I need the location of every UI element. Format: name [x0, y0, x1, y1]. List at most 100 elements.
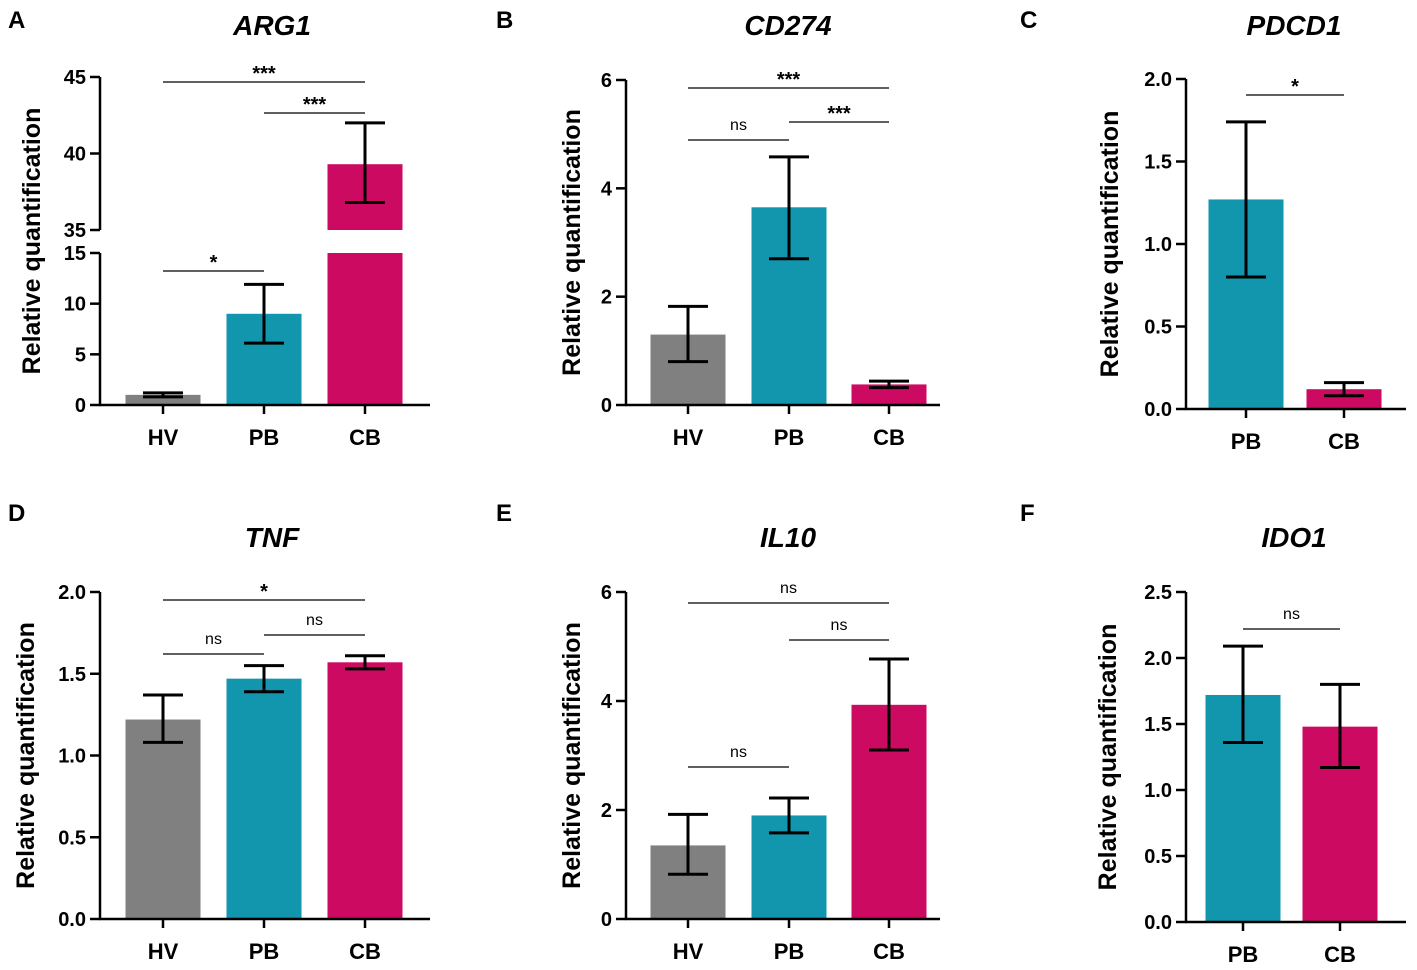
y-axis-label: Relative quantification — [1096, 111, 1124, 378]
error-bar-cb — [345, 121, 385, 204]
chart-title: TNF — [245, 522, 300, 553]
chart-panel-e: E IL10 Relative quantification 0 2 4 6 HV PB CB ns… — [496, 500, 940, 964]
x-tick-label-cb: CB — [349, 939, 381, 964]
chart-title: CD274 — [744, 10, 832, 41]
significance-label: *** — [252, 63, 276, 85]
panel-letter: A — [8, 7, 25, 34]
panel-letter: C — [1020, 7, 1037, 34]
x-tick-label-hv: HV — [673, 425, 704, 450]
error-bar-cb — [1324, 381, 1364, 398]
bar-hv — [125, 719, 201, 919]
bar-pb — [226, 678, 302, 919]
y-tick-label: 0.0 — [58, 909, 86, 931]
significance-label: *** — [827, 103, 851, 125]
error-bar-hv — [668, 304, 708, 364]
y-axis-label: Relative quantification — [558, 622, 586, 889]
significance-label: * — [260, 581, 268, 603]
y-tick-label: 1.0 — [1144, 234, 1172, 256]
y-tick-label: 0.5 — [1144, 317, 1172, 339]
x-tick-label-pb: PB — [774, 939, 805, 964]
panel-letter: F — [1020, 500, 1035, 527]
error-bar-cb — [345, 654, 385, 671]
y-tick-label: 2 — [601, 287, 612, 309]
y-tick-label: 2 — [601, 800, 612, 822]
bar-cb — [1306, 389, 1382, 409]
y-tick-label: 0 — [75, 395, 86, 417]
x-tick-label-pb: PB — [249, 939, 280, 964]
significance-label: ns — [780, 580, 797, 597]
y-tick-label: 6 — [601, 582, 612, 604]
y-tick-label: 1.5 — [1144, 714, 1172, 736]
x-tick-label-pb: PB — [1228, 942, 1259, 967]
y-tick-label: 1.0 — [58, 746, 86, 768]
error-bar-pb — [244, 664, 284, 694]
x-tick-label-hv: HV — [148, 425, 179, 450]
significance-label: ns — [730, 744, 747, 761]
error-bar-cb — [869, 657, 909, 752]
y-tick-label: 0.5 — [1144, 846, 1172, 868]
x-tick-label-cb: CB — [873, 939, 905, 964]
y-tick-label: 10 — [64, 294, 86, 316]
significance-label: ns — [730, 117, 747, 134]
x-tick-label-cb: CB — [1328, 429, 1360, 454]
y-tick-label: 35 — [64, 220, 86, 242]
y-axis-label: Relative quantification — [1094, 624, 1122, 891]
chart-title: PDCD1 — [1247, 10, 1342, 41]
y-tick-label: 0 — [601, 395, 612, 417]
y-axis-label: Relative quantification — [12, 622, 40, 889]
significance-label: * — [210, 252, 218, 274]
significance-label: ns — [205, 631, 222, 648]
y-tick-label: 1.5 — [1144, 152, 1172, 174]
error-bar-hv — [143, 693, 183, 744]
significance-label: ns — [306, 612, 323, 629]
error-bar-hv — [143, 391, 183, 399]
chart-title: IL10 — [760, 522, 816, 553]
significance-label: *** — [303, 94, 327, 116]
y-tick-label: 15 — [64, 243, 86, 265]
y-tick-label: 40 — [64, 144, 86, 166]
y-tick-label: 6 — [601, 70, 612, 92]
y-tick-label: 0.0 — [1144, 912, 1172, 934]
error-bar-pb — [769, 796, 809, 835]
bar-hv — [125, 394, 201, 405]
x-tick-label-pb: PB — [774, 425, 805, 450]
y-tick-label: 2.0 — [1144, 69, 1172, 91]
bar-cb-lower — [327, 253, 403, 405]
error-bar-cb — [1320, 682, 1360, 770]
y-tick-label: 0.0 — [1144, 399, 1172, 421]
x-tick-label-pb: PB — [1231, 429, 1262, 454]
error-bar-pb — [244, 282, 284, 345]
y-tick-label: 2.0 — [1144, 648, 1172, 670]
y-tick-label: 4 — [601, 691, 613, 713]
y-tick-label: 0.5 — [58, 827, 86, 849]
panel-letter: D — [8, 500, 25, 527]
y-tick-label: 1.5 — [58, 664, 86, 686]
chart-panel-b: B CD274 Relative quantification 0 2 4 6 HV PB CB *… — [496, 7, 940, 450]
significance-label: * — [1291, 76, 1299, 98]
significance-label: *** — [777, 69, 801, 91]
chart-panel-d: D TNF Relative quantification 0.0 0.5 1.0 1.5 2… — [8, 500, 430, 964]
y-tick-label: 45 — [64, 67, 86, 89]
bar-cb — [851, 384, 927, 405]
y-tick-label: 1.0 — [1144, 780, 1172, 802]
x-tick-label-hv: HV — [148, 939, 179, 964]
significance-label: ns — [831, 617, 848, 634]
chart-panel-f: F IDO1 Relative quantification 0.0 0.5 1.0 1.5… — [1020, 500, 1406, 967]
y-tick-label: 4 — [601, 178, 613, 200]
y-tick-label: 2.0 — [58, 582, 86, 604]
x-tick-label-cb: CB — [1324, 942, 1356, 967]
panel-letter: B — [496, 7, 513, 34]
error-bar-hv — [668, 812, 708, 876]
x-tick-label-cb: CB — [873, 425, 905, 450]
bar-cb — [327, 662, 403, 919]
x-tick-label-pb: PB — [249, 425, 280, 450]
error-bar-pb — [769, 155, 809, 261]
significance-label: ns — [1283, 606, 1300, 623]
chart-title: ARG1 — [232, 10, 311, 41]
error-bar-pb — [1226, 120, 1266, 279]
x-tick-label-hv: HV — [673, 939, 704, 964]
y-tick-label: 0 — [601, 909, 612, 931]
chart-title: IDO1 — [1261, 522, 1326, 553]
